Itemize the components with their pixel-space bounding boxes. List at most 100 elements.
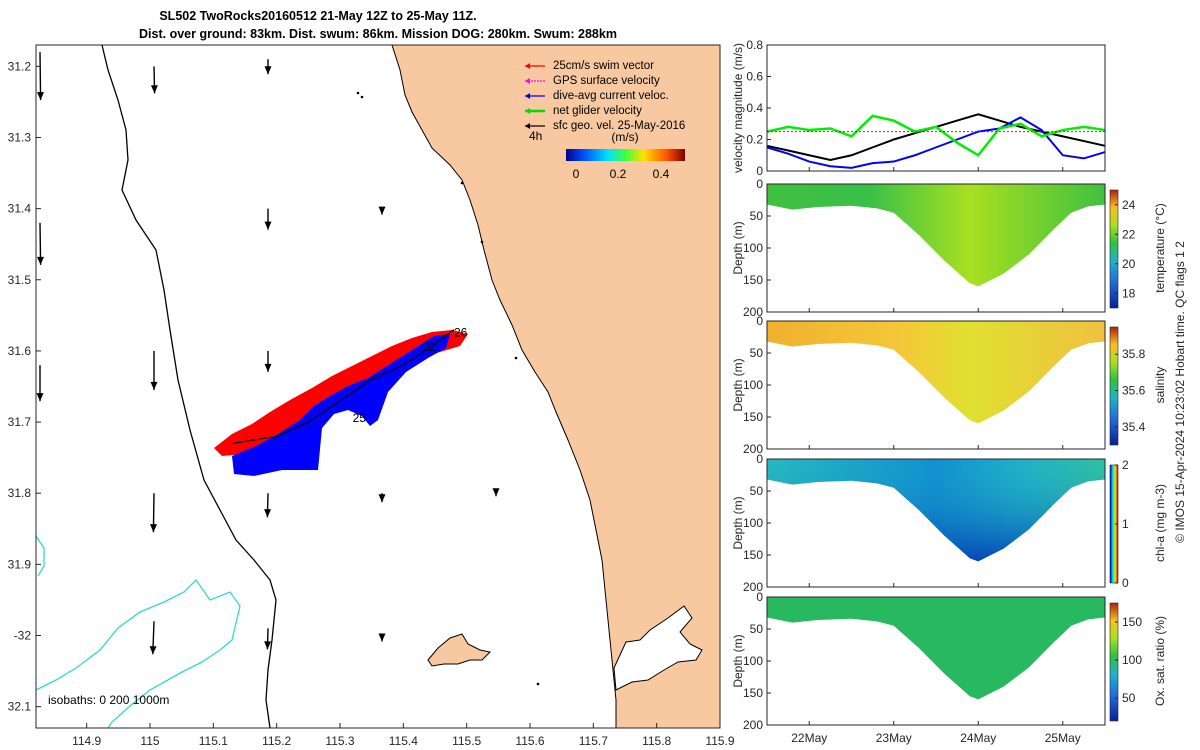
section-data-fill [767,184,1105,287]
map-x-tick-label: 114.9 [72,734,101,748]
map-x-tick-label: 115.5 [452,734,481,748]
section-chla: 0 50 100 150 200 Depth (m) 0 1 2 chl-a (mg m-3) [731,452,1167,594]
island [427,633,492,667]
legend-arrow-swim [525,63,530,69]
section-y-tick-label: 150 [743,548,763,562]
day-label: 22 [422,340,436,354]
map-y-tick-label: 31.7 [8,415,32,429]
islet [356,91,360,95]
map-colorbar-tick: 0.4 [653,167,670,181]
islet [460,181,464,185]
velocity-y-tick-label: 0.8 [746,38,763,52]
map-x-tick-label: 115.6 [515,734,544,748]
section-colorbar-tick-label: 100 [1122,653,1142,667]
section-colorbar [1109,326,1119,446]
map-colorbar-tick: 0.2 [610,167,627,181]
geo-vector-head [36,256,44,265]
geo-vector-head [378,206,386,215]
geo-vector-head [264,509,272,518]
legend-label-geo: sfc geo. vel. 25-May-2016 [553,120,685,132]
section-ylabel: Depth (m) [731,496,745,549]
estuary [613,605,703,691]
land-area [391,44,721,729]
map-frame [35,44,721,729]
section-colorbar-label: Ox. sat. ratio (%) [1153,616,1167,706]
title-line-2: Dist. over ground: 83km. Dist. swum: 86k… [139,27,617,41]
map-colorbar [566,149,685,161]
map-legend: 25cm/s swim vector GPS surface velocity … [525,60,685,181]
section-y-tick-label: 100 [743,654,763,668]
geo-vector-head [492,488,500,497]
section-x-tick-label: 22May [791,731,827,745]
section-y-tick-label: 200 [743,305,763,319]
islet [480,240,484,244]
map-colorbar-tick: 0 [573,167,580,181]
footer-credit: © IMOS 15-Apr-2024 10:23:02 Hobart time.… [1173,241,1187,543]
section-colorbar-tick-label: 35.8 [1122,347,1146,361]
geo-vector-head [378,494,386,503]
section-colorbar-label: temperature (°C) [1153,203,1167,293]
section-colorbar-tick-label: 24 [1122,198,1136,212]
section-colorbar-tick-label: 1 [1122,517,1129,531]
map-y-tick-label: 31.4 [8,202,32,216]
islet [536,682,540,686]
section-y-tick-label: 200 [743,580,763,594]
islet [514,356,518,360]
map-x-tick-label: 115.7 [579,734,608,748]
velocity-series-line [766,114,1106,157]
map-y-axis: 31.2 31.3 31.4 31.5 31.6 31.7 31.8 31.9 -32 32.1 [8,59,41,714]
day-label: 25 [353,411,367,425]
section-colorbar-tick-label: 2 [1122,458,1129,472]
section-y-tick-label: 0 [756,314,763,328]
map-y-tick-label: 31.9 [8,557,32,571]
section-y-tick-label: 200 [743,718,763,732]
map-y-tick-label: 32.1 [8,700,32,714]
map-x-axis: 114.9 115 115.1 115.2 115.3 115.4 115.5 115.6 11… [72,723,735,748]
velocity-series [766,113,1106,169]
section-temperature: 0 50 100 150 200 Depth (m) 18 20 22 24 temperature… [731,177,1167,319]
geo-vector-field [36,52,500,655]
geo-vector-head [36,393,44,402]
geo-vector-head [378,633,386,642]
colorbar-unit: (m/s) [611,130,638,144]
section-y-tick-label: 100 [743,516,763,530]
velocity-y-tick-label: 0 [756,164,763,178]
section-y-tick-label: 50 [750,346,764,360]
geo-vector-head [264,221,272,230]
colorbar-tag: 4h [529,129,542,143]
geo-vector-head [150,524,158,533]
geo-vector [39,52,42,101]
legend-arrow-gps [525,78,530,84]
velocity-y-tick-label: 0.4 [746,101,763,115]
velocity-background [767,45,1105,171]
glider-track [232,329,455,445]
geo-vector-head [37,92,44,101]
section-colorbar-tick-label: 35.4 [1122,420,1146,434]
isobath-legend-text: isobaths: 0 200 1000m [48,693,169,707]
section-data-shade [767,459,1105,562]
map-y-tick-label: 31.3 [8,130,32,144]
section-y-tick-label: 100 [743,241,763,255]
section-x-tick-label: 25May [1045,731,1081,745]
section-ylabel: Depth (m) [731,358,745,411]
section-colorbar [1109,602,1119,722]
section-colorbar-tick-label: 22 [1122,227,1136,241]
velocity-y-tick-label: 0.2 [746,133,763,147]
section-oxygen: 0 50 100 150 200 Depth (m) 50 100 150 Ox. sat. ra… [731,590,1167,732]
section-colorbar-tick-label: 50 [1122,691,1136,705]
section-y-tick-label: 150 [743,273,763,287]
islet [360,95,364,99]
title-line-1: SL502 TwoRocks20160512 21-May 12Z to 25-… [159,9,476,23]
section-colorbar-label: salinity [1153,367,1167,404]
map-y-tick-label: 31.6 [8,344,32,358]
legend-label-net: net glider velocity [553,105,642,117]
section-y-tick-label: 150 [743,410,763,424]
legend-label-gps: GPS surface velocity [553,75,660,87]
section-y-tick-label: 150 [743,686,763,700]
velocity-ylabel: velocity magnitude (m/s) [731,43,745,173]
isobath-1000 [35,535,241,729]
section-y-tick-label: 50 [750,209,764,223]
section-colorbar-tick-label: 150 [1122,615,1142,629]
map-y-tick-label: -32 [14,629,32,643]
